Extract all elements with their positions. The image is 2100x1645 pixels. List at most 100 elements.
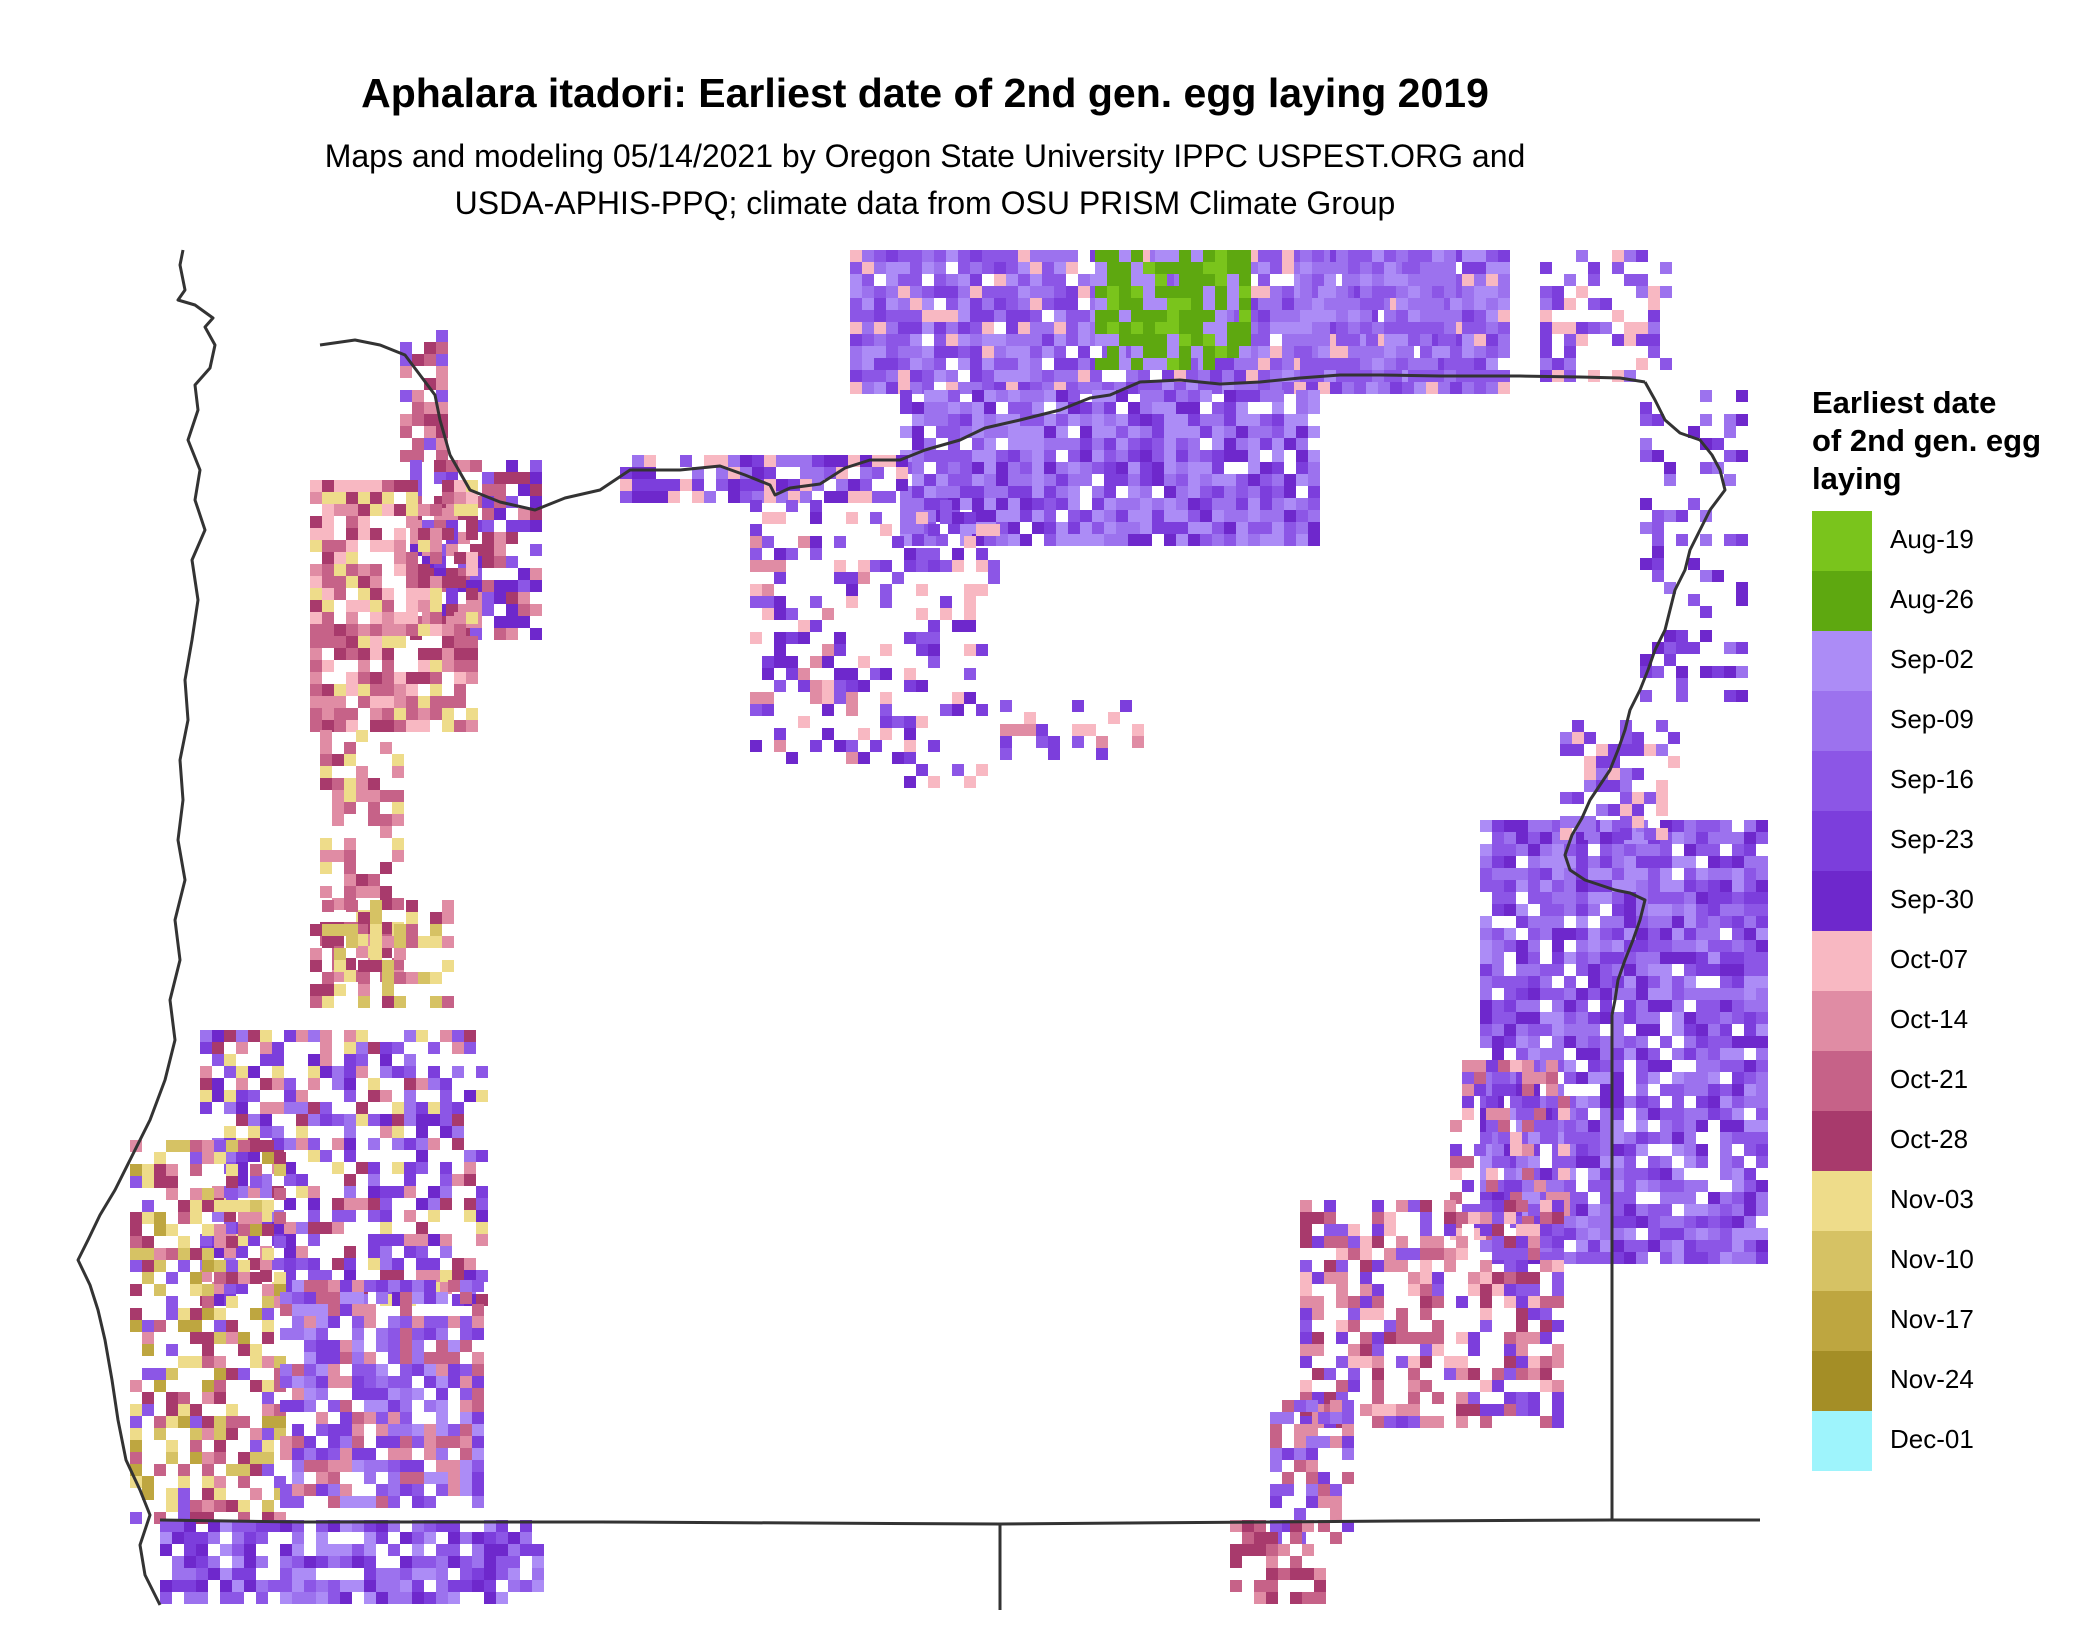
raster-cell: [310, 516, 322, 528]
raster-cell: [762, 692, 774, 704]
raster-cell: [344, 790, 356, 802]
raster-cell: [436, 1376, 448, 1388]
raster-cell: [988, 524, 1000, 536]
raster-cell: [1540, 1200, 1552, 1212]
raster-cell: [382, 960, 394, 972]
raster-cell: [292, 1580, 304, 1592]
raster-cell: [1000, 724, 1012, 736]
raster-cell: [810, 620, 822, 632]
raster-cell: [1203, 286, 1215, 298]
raster-cell: [1696, 1204, 1708, 1216]
raster-cell: [1596, 744, 1608, 756]
raster-cell: [1300, 1332, 1312, 1344]
raster-cell: [1284, 498, 1296, 510]
raster-cell: [190, 1428, 202, 1440]
raster-cell: [1020, 426, 1032, 438]
raster-cell: [356, 1054, 368, 1066]
raster-cell: [1224, 534, 1236, 546]
raster-cell: [262, 1224, 274, 1236]
raster-cell: [316, 1328, 328, 1340]
raster-cell: [1282, 298, 1294, 310]
raster-cell: [1030, 322, 1042, 334]
legend-swatch: [1812, 631, 1872, 691]
raster-cell: [1462, 274, 1474, 286]
raster-cell: [262, 1464, 274, 1476]
raster-cell: [1486, 1060, 1498, 1072]
pacific-coastline: [76, 249, 217, 1606]
raster-cell: [1080, 438, 1092, 450]
raster-cell: [1248, 414, 1260, 426]
raster-cell: [1008, 462, 1020, 474]
raster-cell: [1348, 334, 1360, 346]
raster-cell: [1640, 690, 1652, 702]
raster-cell: [1336, 1380, 1348, 1392]
raster-cell: [1164, 450, 1176, 462]
raster-cell: [1516, 1236, 1528, 1248]
raster-cell: [1540, 1236, 1552, 1248]
raster-cell: [1560, 732, 1572, 744]
raster-cell: [332, 814, 344, 826]
raster-cell: [292, 1436, 304, 1448]
raster-cell: [910, 382, 922, 394]
raster-cell: [232, 1532, 244, 1544]
raster-cell: [142, 1236, 154, 1248]
raster-cell: [1516, 988, 1528, 1000]
raster-cell: [1348, 1356, 1360, 1368]
raster-cell: [960, 486, 972, 498]
raster-cell: [1066, 370, 1078, 382]
raster-cell: [1648, 1108, 1660, 1120]
raster-cell: [142, 1248, 154, 1260]
raster-cell: [518, 484, 530, 496]
raster-cell: [1236, 486, 1248, 498]
raster-cell: [1054, 370, 1066, 382]
raster-cell: [322, 576, 334, 588]
raster-cell: [1104, 414, 1116, 426]
raster-cell: [506, 592, 518, 604]
raster-cell: [1360, 250, 1372, 262]
raster-cell: [1546, 1096, 1558, 1108]
raster-cell: [340, 1280, 352, 1292]
raster-cell: [1348, 1224, 1360, 1236]
raster-cell: [1300, 310, 1312, 322]
raster-cell: [1008, 474, 1020, 486]
raster-cell: [1342, 1448, 1354, 1460]
raster-cell: [1254, 1592, 1266, 1604]
raster-cell: [850, 322, 862, 334]
raster-cell: [1176, 462, 1188, 474]
raster-cell: [214, 1368, 226, 1380]
raster-cell: [880, 524, 892, 536]
raster-cell: [862, 298, 874, 310]
raster-cell: [1396, 322, 1408, 334]
raster-cell: [1432, 250, 1444, 262]
raster-cell: [1282, 1412, 1294, 1424]
raster-cell: [154, 1164, 166, 1176]
raster-cell: [472, 1544, 484, 1556]
raster-cell: [1119, 274, 1131, 286]
raster-cell: [1342, 1412, 1354, 1424]
raster-cell: [304, 1580, 316, 1592]
raster-cell: [428, 1042, 440, 1054]
raster-cell: [1348, 250, 1360, 262]
raster-cell: [1068, 486, 1080, 498]
raster-cell: [1372, 1332, 1384, 1344]
raster-cell: [400, 1424, 412, 1436]
raster-cell: [1348, 1368, 1360, 1380]
raster-cell: [308, 1114, 320, 1126]
raster-cell: [1336, 262, 1348, 274]
raster-cell: [1203, 346, 1215, 358]
raster-cell: [476, 1210, 488, 1222]
raster-cell: [178, 1476, 190, 1488]
raster-cell: [1462, 322, 1474, 334]
raster-cell: [774, 608, 786, 620]
raster-cell: [964, 584, 976, 596]
raster-cell: [1516, 1356, 1528, 1368]
raster-cell: [190, 1320, 202, 1332]
raster-cell: [1480, 916, 1492, 928]
raster-cell: [948, 414, 960, 426]
raster-cell: [382, 696, 394, 708]
raster-cell: [1284, 486, 1296, 498]
raster-cell: [1432, 1332, 1444, 1344]
raster-cell: [1672, 1024, 1684, 1036]
raster-cell: [1672, 1252, 1684, 1264]
raster-cell: [406, 516, 418, 528]
